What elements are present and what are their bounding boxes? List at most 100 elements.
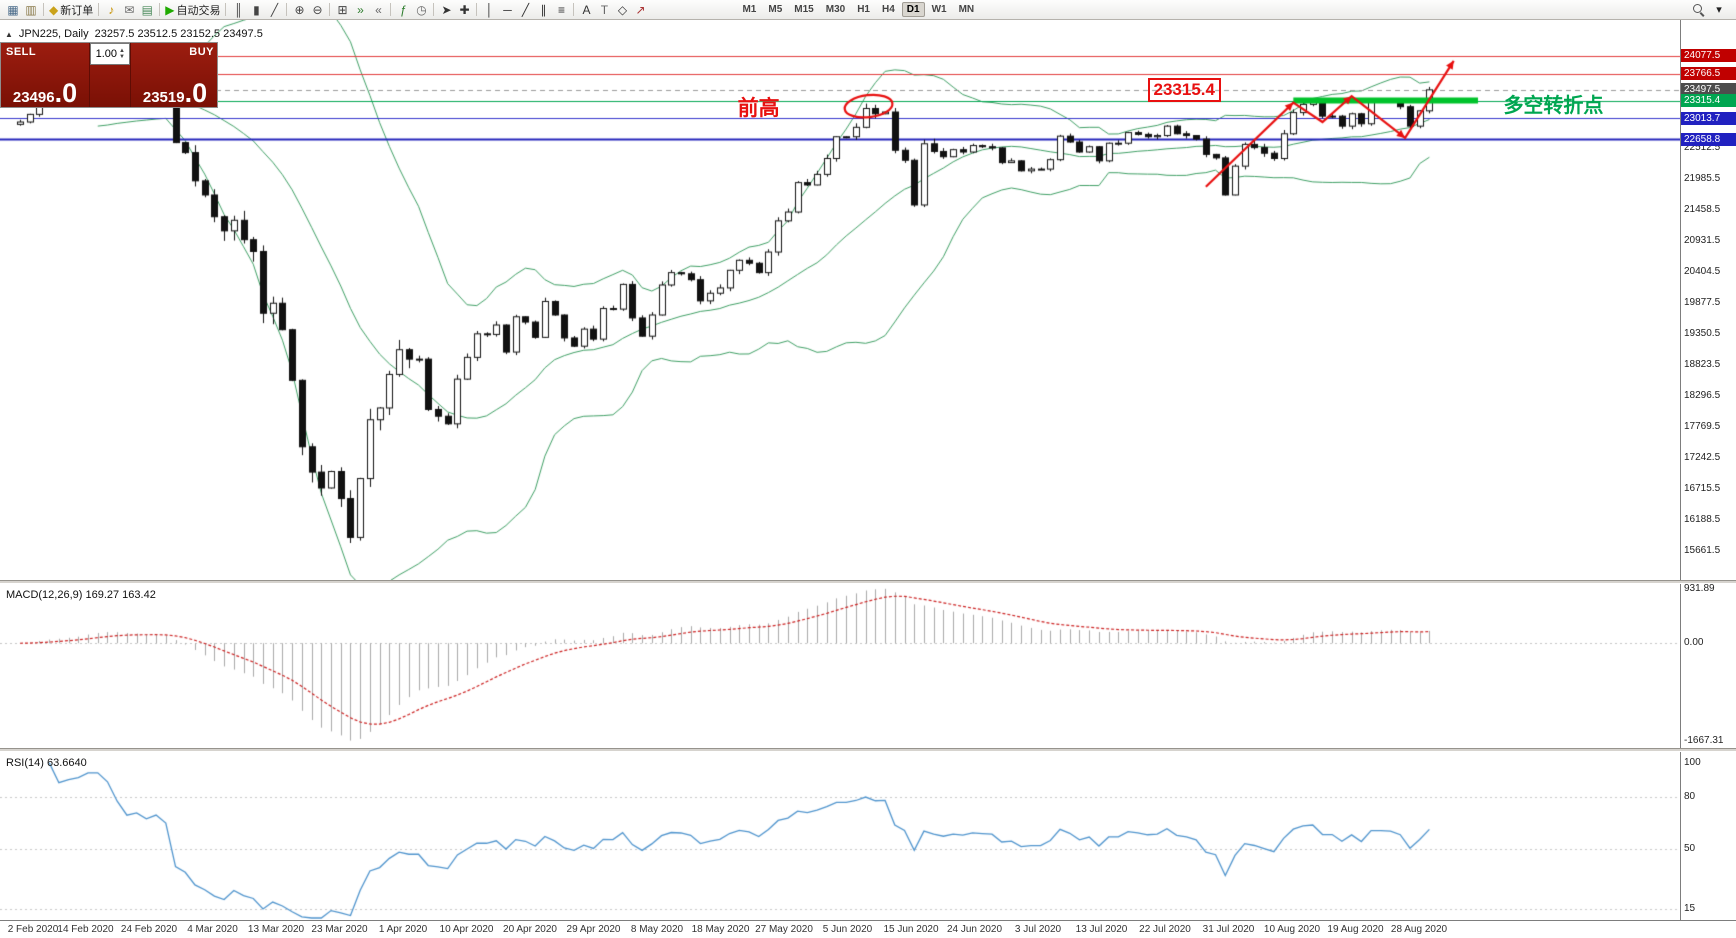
timeframe-m1[interactable]: M1 (742, 4, 757, 15)
candlestick-chart-icon[interactable]: ▮ (247, 1, 265, 19)
chart-symbol-label: JPN225, Daily (18, 28, 89, 40)
price-level-label[interactable]: 24077.5 (1681, 49, 1736, 63)
arrows-icon[interactable]: ↗ (631, 1, 649, 19)
price-level-callout[interactable]: 23315.4 (1147, 77, 1221, 102)
toolbar-separator (476, 3, 478, 16)
pane-divider[interactable] (0, 748, 1736, 752)
fibonacci-icon: ≡ (557, 2, 565, 17)
buy-button[interactable]: BUY 23519.0 (130, 43, 219, 107)
macd-axis-label: 931.89 (1684, 582, 1715, 594)
timeframe-m30[interactable]: M30 (825, 4, 846, 15)
search-symbol-icon[interactable] (1691, 2, 1706, 17)
date-label: 8 May 2020 (630, 924, 684, 935)
date-label: 10 Aug 2020 (1263, 924, 1321, 935)
mailbox-icon[interactable]: ✉ (120, 1, 138, 19)
timeframe-h1[interactable]: H1 (857, 4, 870, 15)
timeframe-d1[interactable]: D1 (901, 2, 925, 17)
line-chart-icon[interactable]: ╱ (265, 1, 283, 19)
pane-divider[interactable] (0, 580, 1736, 584)
one-click-toggle-icon[interactable]: ▲ (5, 29, 13, 39)
periods-icon: ◷ (416, 2, 427, 17)
date-label: 19 Aug 2020 (1327, 924, 1384, 935)
trendline-icon: ╱ (521, 2, 530, 17)
date-label: 1 Apr 2020 (378, 924, 428, 935)
rsi-axis-label: 100 (1684, 756, 1701, 768)
date-label: 20 Apr 2020 (503, 924, 557, 935)
indicators-icon: ƒ (400, 2, 407, 17)
shapes-icon[interactable]: ◇ (613, 1, 631, 19)
profiles-icon[interactable]: ▥ (22, 1, 40, 19)
market-watch-icon[interactable]: ▤ (138, 1, 156, 19)
fibonacci-icon[interactable]: ≡ (552, 1, 570, 19)
price-level-label[interactable]: 23497.5 (1681, 83, 1736, 97)
price-chart-canvas[interactable] (0, 20, 1680, 580)
channel-icon[interactable]: ∥ (534, 1, 552, 19)
bar-chart-icon[interactable]: ║ (229, 1, 247, 19)
date-label: 15 Jun 2020 (883, 924, 939, 935)
profiles-icon: ▥ (25, 2, 37, 17)
alert-sound-icon[interactable]: ♪ (102, 1, 120, 19)
rsi-pane-canvas[interactable] (0, 752, 1680, 920)
timeframe-group: M1 M5 M15 M30 H1 H4 D1 W1 MN (737, 0, 979, 19)
timeframe-m15[interactable]: M15 (794, 4, 814, 15)
text-icon[interactable]: A (577, 1, 595, 19)
chart-window[interactable]: 22512.5 21985.5 21458.5 20931.5 20404.5 19877… (0, 20, 1736, 938)
text-icon: A (582, 2, 591, 17)
zoom-in-icon[interactable]: ⊕ (290, 1, 308, 19)
timeframe-mn[interactable]: MN (958, 4, 975, 15)
new-order-button[interactable]: ◆ 新订单 (47, 1, 95, 19)
sell-button[interactable]: SELL 23496.0 (1, 43, 90, 107)
timeframe-h4[interactable]: H4 (881, 4, 895, 15)
macd-axis-label: -1667.31 (1684, 734, 1724, 746)
dropdown-arrow-icon[interactable]: ▾ (1716, 4, 1722, 16)
timeframe-w1[interactable]: W1 (931, 4, 947, 15)
date-label: 22 Jul 2020 (1139, 924, 1191, 935)
prev-high-annotation[interactable]: 前高 (737, 96, 780, 120)
periods-icon[interactable]: ◷ (412, 1, 430, 19)
price-tick-label: 20931.5 (1684, 234, 1721, 246)
horizontal-line-icon[interactable]: ─ (498, 1, 516, 19)
one-click-trading-panel: SELL 23496.0 ▲ ▼ BUY 23519.0 (0, 42, 218, 108)
auto-trading-button-label: 自动交易 (176, 4, 221, 17)
price-level-label[interactable]: 22658.8 (1681, 132, 1736, 146)
volume-down-icon[interactable]: ▼ (119, 54, 125, 60)
date-label: 2 Feb 2020 (7, 924, 59, 935)
price-axis[interactable]: 22512.5 21985.5 21458.5 20931.5 20404.5 19877… (1680, 20, 1736, 920)
cursor-icon[interactable]: ➤ (437, 1, 455, 19)
date-label: 3 Jul 2020 (1014, 924, 1062, 935)
macd-pane-canvas[interactable] (0, 584, 1680, 748)
text-label-icon: T (600, 2, 609, 17)
volume-up-icon[interactable]: ▲ (119, 48, 125, 54)
new-order-button-label: 新订单 (60, 4, 94, 17)
chart-shift-icon[interactable]: « (369, 1, 387, 19)
auto-trading-button[interactable]: ▶ 自动交易 (163, 1, 222, 19)
price-level-label[interactable]: 23766.5 (1681, 67, 1736, 81)
crosshair-icon[interactable]: ✚ (455, 1, 473, 19)
price-tick-label: 16188.5 (1684, 513, 1721, 525)
auto-scroll-icon[interactable]: » (351, 1, 369, 19)
date-label: 14 Feb 2020 (57, 924, 114, 935)
rsi-indicator-label: RSI(14) 63.6640 (6, 757, 87, 769)
price-level-label[interactable]: 23013.7 (1681, 111, 1736, 125)
price-level-label[interactable]: 23315.4 (1681, 94, 1736, 108)
timeframe-m5[interactable]: M5 (768, 4, 783, 15)
date-axis[interactable]: 2 Feb 2020 14 Feb 2020 24 Feb 2020 4 Mar 20… (0, 920, 1736, 938)
new-chart-icon[interactable]: ▦ (4, 1, 22, 19)
indicators-icon[interactable]: ƒ (394, 1, 412, 19)
vertical-line-icon[interactable]: │ (480, 1, 498, 19)
volume-input[interactable] (91, 48, 117, 60)
toolbar-separator (573, 3, 575, 16)
price-tick-label: 17242.5 (1684, 451, 1721, 463)
toolbar: ▦ ▥ ◆ 新订单 ♪ ✉ ▤ ▶ 自动交易 ║ ▮ ╱ ⊕ ⊖ ⊞ » « ƒ ◷ ➤ ✚ │ ─ ╱ ∥ ≡ A T ◇ ↗ M1 M5… (0, 0, 1736, 20)
tile-windows-icon[interactable]: ⊞ (333, 1, 351, 19)
zoom-out-icon[interactable]: ⊖ (308, 1, 326, 19)
price-tick-label: 21985.5 (1684, 172, 1721, 184)
toolbar-separator (433, 3, 435, 16)
trendline-icon[interactable]: ╱ (516, 1, 534, 19)
price-tick-label: 19350.5 (1684, 327, 1721, 339)
text-label-icon[interactable]: T (595, 1, 613, 19)
turning-point-annotation[interactable]: 多空转折点 (1503, 94, 1604, 117)
toolbar-separator (43, 3, 44, 16)
zoom-in-icon: ⊕ (294, 2, 305, 17)
chart-shift-icon: « (375, 2, 382, 17)
